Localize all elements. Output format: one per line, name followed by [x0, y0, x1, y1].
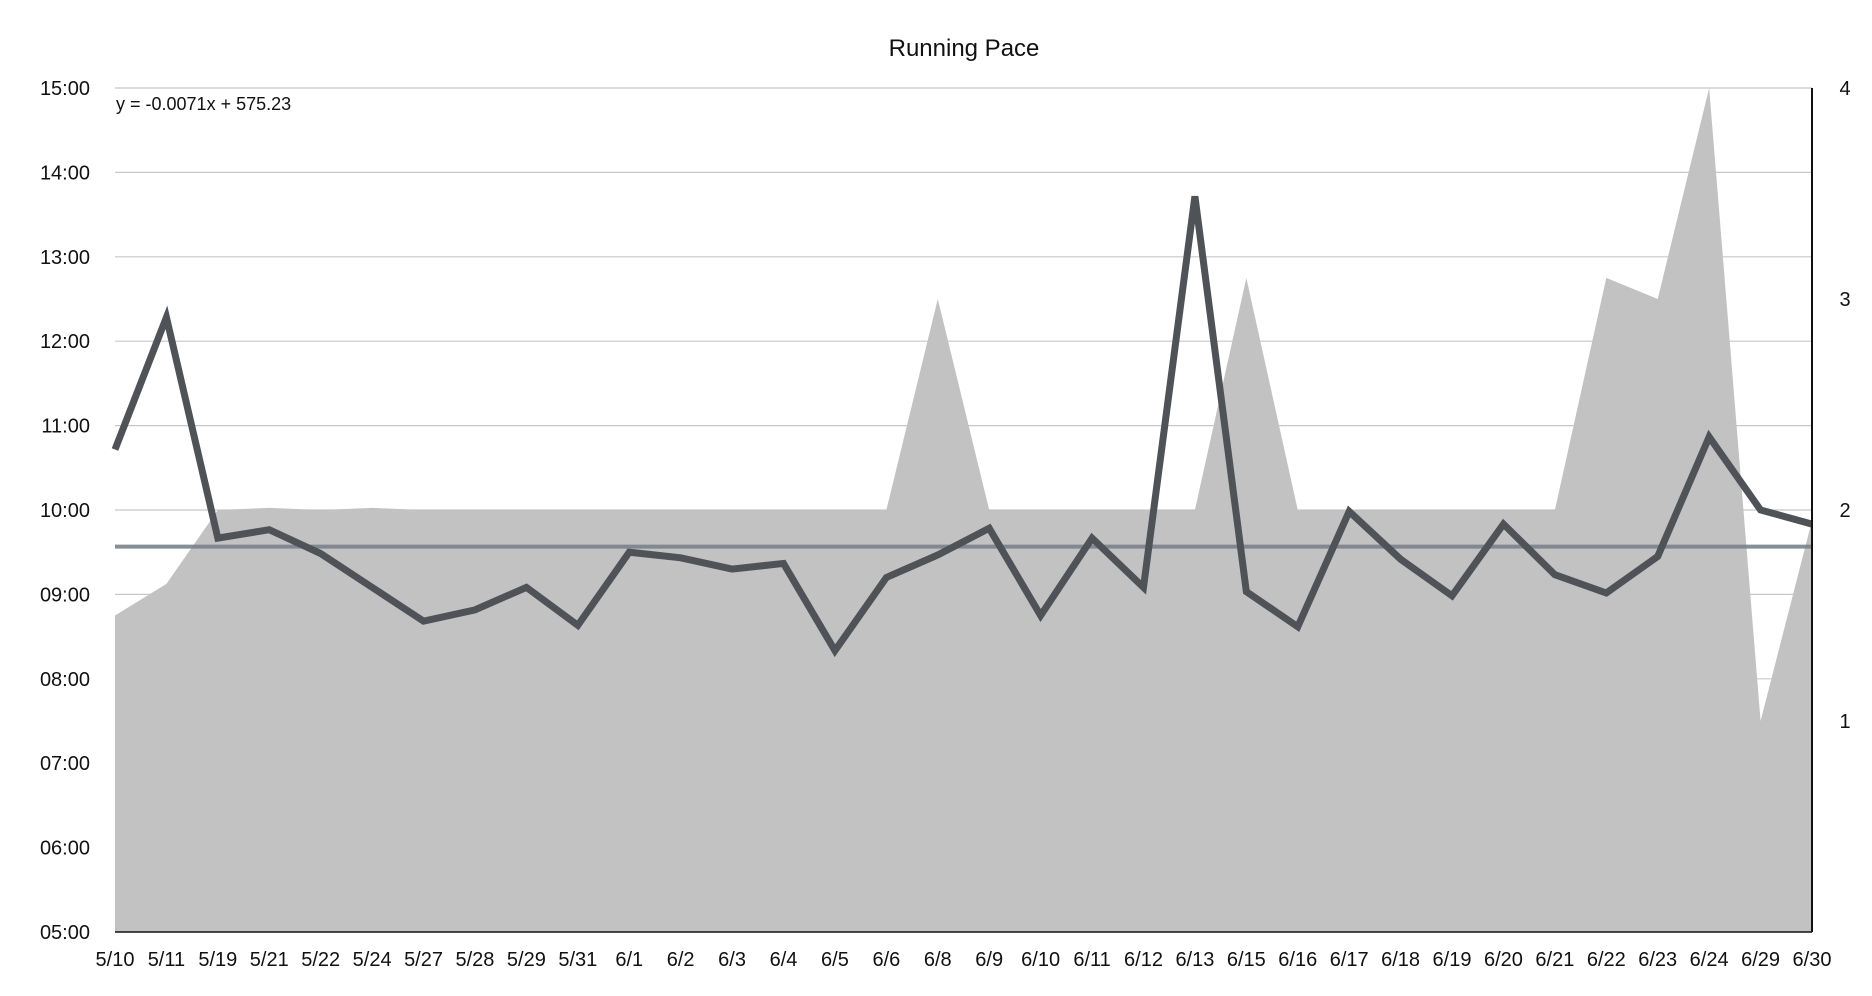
x-axis-tick-label: 5/21 — [250, 949, 289, 971]
x-axis-tick-label: 6/13 — [1175, 949, 1214, 971]
x-axis-tick-label: 6/8 — [924, 949, 952, 971]
x-axis-tick-label: 6/4 — [770, 949, 798, 971]
x-axis-tick-label: 5/10 — [96, 949, 135, 971]
left-axis-tick-label: 07:00 — [40, 753, 90, 775]
x-axis-tick-label: 6/9 — [975, 949, 1003, 971]
x-axis-tick-label: 6/12 — [1124, 949, 1163, 971]
distance-area-series — [115, 88, 1812, 932]
x-axis-tick-label: 6/22 — [1587, 949, 1626, 971]
x-axis-tick-label: 6/10 — [1021, 949, 1060, 971]
right-axis-tick-label: 3 — [1839, 289, 1850, 311]
left-axis-tick-label: 11:00 — [41, 416, 90, 438]
x-axis-tick-label: 6/21 — [1535, 949, 1574, 971]
chart-title: Running Pace — [889, 35, 1040, 62]
x-axis-tick-label: 5/31 — [558, 949, 597, 971]
x-axis-tick-label: 5/19 — [198, 949, 237, 971]
x-axis-tick-label: 5/27 — [404, 949, 443, 971]
x-axis-labels: 5/10 5/11 5/19 5/21 5/22 5/24 5/27 5/28 5/29 5/31… — [96, 949, 1832, 971]
right-axis-tick-label: 2 — [1839, 500, 1850, 522]
left-axis-tick-label: 09:00 — [40, 584, 90, 606]
right-axis-tick-label: 1 — [1839, 711, 1850, 733]
left-axis-labels: 05:00 06:00 07:00 08:00 09:00 10:00 11:00 12:00… — [40, 78, 90, 944]
x-axis-tick-label: 5/24 — [353, 949, 392, 971]
x-axis-tick-label: 5/22 — [301, 949, 340, 971]
axes — [115, 88, 1813, 933]
right-axis-tick-label: 4 — [1839, 78, 1850, 100]
x-axis-tick-label: 6/2 — [667, 949, 695, 971]
pace-line — [111, 195, 1813, 658]
x-axis-tick-label: 6/15 — [1227, 949, 1266, 971]
left-axis-tick-label: 08:00 — [40, 669, 90, 691]
x-axis-tick-label: 6/1 — [615, 949, 643, 971]
left-axis-tick-label: 15:00 — [40, 78, 90, 100]
x-axis-tick-label: 6/3 — [718, 949, 746, 971]
x-axis-tick-label: 6/16 — [1278, 949, 1317, 971]
pace-line-series — [111, 195, 1813, 658]
left-axis-tick-label: 05:00 — [40, 922, 90, 944]
trendline-equation: y = -0.0071x + 575.23 — [116, 94, 291, 114]
left-axis-tick-label: 14:00 — [40, 162, 90, 184]
x-axis-tick-label: 6/30 — [1793, 949, 1832, 971]
right-axis-labels: 1 2 3 4 — [1839, 78, 1850, 733]
x-axis-tick-label: 5/11 — [148, 949, 185, 971]
left-axis-tick-label: 12:00 — [40, 331, 90, 353]
left-axis-tick-label: 10:00 — [40, 500, 90, 522]
x-axis-tick-label: 6/29 — [1741, 949, 1780, 971]
x-axis-tick-label: 6/6 — [872, 949, 900, 971]
x-axis-tick-label: 6/5 — [821, 949, 849, 971]
x-axis-tick-label: 5/28 — [456, 949, 495, 971]
x-axis-tick-label: 6/24 — [1690, 949, 1729, 971]
distance-area — [115, 88, 1812, 932]
x-axis-tick-label: 6/17 — [1330, 949, 1369, 971]
x-axis-tick-label: 5/29 — [507, 949, 546, 971]
left-axis-tick-label: 13:00 — [40, 247, 90, 269]
x-axis-tick-label: 6/20 — [1484, 949, 1523, 971]
left-axis-tick-label: 06:00 — [40, 838, 90, 860]
x-axis-tick-label: 6/23 — [1638, 949, 1677, 971]
x-axis-tick-label: 6/18 — [1381, 949, 1420, 971]
x-axis-tick-label: 6/19 — [1433, 949, 1472, 971]
x-axis-tick-label: 6/11 — [1073, 949, 1110, 971]
